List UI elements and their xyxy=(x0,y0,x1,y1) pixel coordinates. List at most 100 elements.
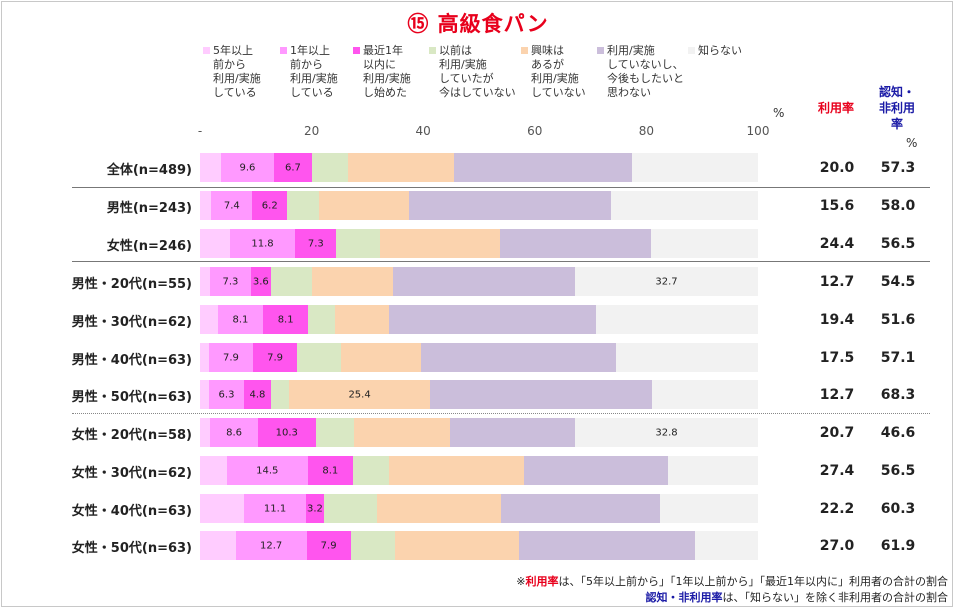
stacked-bar xyxy=(200,343,758,372)
stacked-bar xyxy=(200,494,758,523)
bar-segment xyxy=(341,343,421,372)
data-label: 7.3 xyxy=(222,276,239,288)
stacked-bar xyxy=(200,267,758,296)
data-label: 11.1 xyxy=(263,503,287,515)
data-label: 7.4 xyxy=(223,200,240,212)
bar-segment xyxy=(200,229,230,258)
bar-segment xyxy=(200,305,218,334)
bar-segment xyxy=(695,531,758,560)
note-awareness-text: は、「知らない」を除く非利用者の合計の割合 xyxy=(722,591,949,604)
usage-rate-value: 19.4 xyxy=(819,312,855,328)
bar-segment xyxy=(244,380,271,409)
legend-label: 知らない xyxy=(698,44,742,57)
bar-segment xyxy=(307,456,353,485)
stacked-bar xyxy=(200,153,758,182)
bar-segment xyxy=(376,494,501,523)
bar-segment xyxy=(200,494,245,523)
usage-rate-value: 22.2 xyxy=(819,501,855,517)
bar-segment xyxy=(200,380,209,409)
bar-segment xyxy=(394,531,519,560)
bar-segment xyxy=(210,267,251,296)
bar-segment xyxy=(348,153,455,182)
bar-segment xyxy=(217,305,264,334)
note-usage-rate: ※利用率は、「5年以上前から」「1年以上前から」「最近1年以内に」利用者の合計の… xyxy=(516,573,948,589)
bar-segment xyxy=(200,456,227,485)
stacked-bar xyxy=(200,456,758,485)
bar-segment xyxy=(335,305,390,334)
bar-segment xyxy=(306,494,324,523)
bar-segment xyxy=(574,267,758,296)
note-awareness-rate: 認知・非利用率は、「知らない」を除く非利用者の合計の割合 xyxy=(646,589,949,605)
bar-segment xyxy=(252,191,288,220)
bar-segment xyxy=(596,305,758,334)
bar-segment xyxy=(270,380,289,409)
bar-segment xyxy=(287,191,320,220)
stacked-bar xyxy=(200,380,758,409)
x-tick-label: 20 xyxy=(303,124,320,138)
bar-segment xyxy=(336,229,380,258)
legend-label: 最近1年 以内に 利用/実施 し始めた xyxy=(363,44,411,99)
usage-rate-value: 17.5 xyxy=(819,350,855,366)
usage-rate-value: 12.7 xyxy=(819,387,855,403)
stacked-bar xyxy=(200,229,758,258)
bar-segment xyxy=(200,153,221,182)
legend-label: 興味は あるが 利用/実施 していない xyxy=(531,44,586,99)
separator-female-age xyxy=(72,413,930,414)
bar-segment xyxy=(229,229,296,258)
bar-segment xyxy=(200,531,236,560)
legend-swatch xyxy=(203,47,210,54)
note-usage-text: は、「5年以上前から」「1年以上前から」「最近1年以内に」利用者の合計の割合 xyxy=(558,575,949,588)
bar-segment xyxy=(389,305,597,334)
chart-title: ⑮ 高級食パン xyxy=(407,12,549,36)
data-label: 3.6 xyxy=(252,276,269,288)
bar-segment xyxy=(574,418,758,447)
legend-label: 以前は 利用/実施 していたが 今はしていない xyxy=(439,44,516,99)
x-tick-label: 100 xyxy=(746,124,770,138)
data-label: 14.5 xyxy=(256,465,279,477)
x-tick-label: - xyxy=(197,124,203,138)
percent-unit-top: % xyxy=(773,106,785,120)
legend-label: 利用/実施 していないし、 今後もしたいと 思わない xyxy=(607,44,684,99)
row-label: 男性・30代(n=62) xyxy=(71,315,192,330)
data-label: 12.7 xyxy=(260,540,283,552)
bar-segment xyxy=(449,418,575,447)
row-label: 女性・20代(n=58) xyxy=(71,428,192,443)
stacked-bar xyxy=(200,531,758,560)
row-label: 全体(n=489) xyxy=(106,163,192,178)
bar-segment xyxy=(263,305,309,334)
legend-swatch xyxy=(688,47,695,54)
bar-segment xyxy=(274,153,312,182)
data-label: 3.2 xyxy=(306,503,323,515)
awareness-rate-value: 56.5 xyxy=(880,463,916,479)
usage-rate-value: 27.4 xyxy=(819,463,855,479)
bar-segment xyxy=(200,191,212,220)
bar-segment xyxy=(420,343,616,372)
data-label: 8.1 xyxy=(322,465,339,477)
awareness-rate-header: 認知・ 非利用 率 xyxy=(878,85,915,131)
bar-segment xyxy=(253,343,298,372)
bar-segment xyxy=(210,418,259,447)
bar-segment xyxy=(211,191,253,220)
row-label: 男性・20代(n=55) xyxy=(71,277,192,292)
data-label: 6.7 xyxy=(284,162,301,174)
awareness-rate-value: 57.1 xyxy=(880,350,916,366)
row-label: 女性・40代(n=63) xyxy=(71,504,192,519)
data-label: 11.8 xyxy=(251,238,274,250)
percent-unit-right: % xyxy=(906,136,918,150)
awareness-rate-value: 61.9 xyxy=(880,538,916,554)
row-label: 男性(n=243) xyxy=(106,201,192,216)
bar-segment xyxy=(389,456,525,485)
note-awareness-keyword: 認知・非利用率 xyxy=(645,591,723,604)
data-label: 32.8 xyxy=(655,427,678,439)
legend-swatch xyxy=(429,47,436,54)
awareness-rate-value: 46.6 xyxy=(880,425,916,441)
awareness-rate-value: 54.5 xyxy=(880,274,916,290)
bar-segment xyxy=(235,531,307,560)
bar-segment xyxy=(518,531,696,560)
bar-segment xyxy=(499,229,652,258)
data-label: 7.9 xyxy=(223,352,239,364)
data-label: 7.9 xyxy=(320,540,337,552)
separator-gender xyxy=(72,187,930,188)
bar-segment xyxy=(354,418,450,447)
legend-swatch xyxy=(521,47,528,54)
